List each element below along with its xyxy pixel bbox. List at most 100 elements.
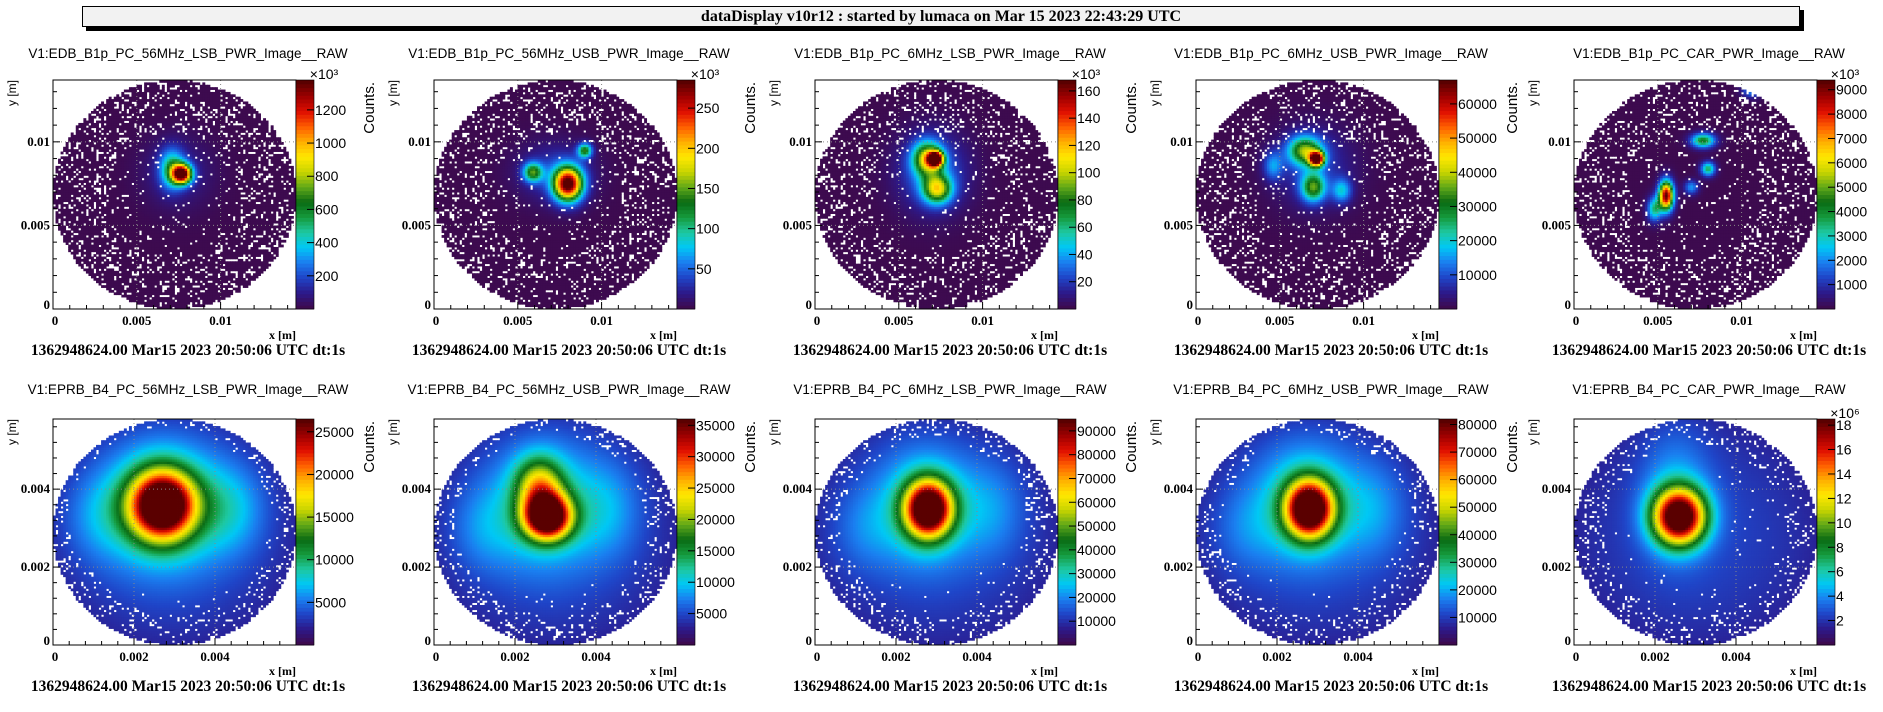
heatmap-cell xyxy=(109,173,112,176)
heatmap-cell xyxy=(261,166,264,169)
heatmap-cell xyxy=(212,154,215,157)
heatmap-cell xyxy=(147,233,150,236)
heatmap-cell xyxy=(240,249,243,252)
heatmap-cell xyxy=(180,171,183,174)
heatmap-cell xyxy=(218,283,221,286)
heatmap-cell xyxy=(154,299,157,302)
heatmap-cell xyxy=(190,249,193,252)
heatmap-cell xyxy=(261,183,264,186)
heatmap-cell xyxy=(177,283,180,286)
heatmap-cell xyxy=(149,230,152,233)
heatmap-cell xyxy=(286,195,289,198)
heatmap-cell xyxy=(96,230,99,233)
heatmap-cell xyxy=(114,271,117,274)
heatmap-cell xyxy=(131,214,134,217)
heatmap-cell xyxy=(131,137,134,140)
heatmap-cell xyxy=(182,235,185,238)
heatmap-cell xyxy=(169,259,172,262)
heatmap-cell xyxy=(121,237,124,240)
heatmap-cell xyxy=(116,221,119,224)
heatmap-cell xyxy=(250,159,253,162)
heatmap-cell xyxy=(248,137,251,140)
heatmap-cell xyxy=(245,206,248,209)
heatmap-cell xyxy=(129,264,132,267)
heatmap-cell xyxy=(190,163,193,166)
heatmap-cell xyxy=(116,218,119,221)
heatmap-cell xyxy=(177,187,180,190)
heatmap-cell xyxy=(200,226,203,229)
heatmap-cell xyxy=(218,190,221,193)
heatmap-cell xyxy=(177,161,180,164)
heatmap-cell xyxy=(197,221,200,224)
heatmap-cell xyxy=(73,163,76,166)
heatmap-cell xyxy=(276,195,279,198)
heatmap-cell xyxy=(157,171,160,174)
heatmap-cell xyxy=(144,257,147,260)
heatmap-cell xyxy=(142,197,145,200)
heatmap-cell xyxy=(101,171,104,174)
heatmap-cell xyxy=(187,178,190,181)
heatmap-cell xyxy=(126,149,129,152)
heatmap-cell xyxy=(185,175,188,178)
heatmap-cell xyxy=(111,261,114,264)
heatmap-cell xyxy=(177,137,180,140)
heatmap-cell xyxy=(167,183,170,186)
heatmap-cell xyxy=(154,185,157,188)
heatmap-cell xyxy=(169,135,172,138)
heatmap-cell xyxy=(240,202,243,205)
heatmap-cell xyxy=(139,237,142,240)
heatmap-cell xyxy=(225,187,228,190)
heatmap-cell xyxy=(200,266,203,269)
heatmap-cell xyxy=(225,278,228,281)
heatmap-cell xyxy=(283,166,286,169)
heatmap-cell xyxy=(159,178,162,181)
heatmap-cell xyxy=(144,144,147,147)
heatmap-cell xyxy=(245,264,248,267)
heatmap-cell xyxy=(215,230,218,233)
heatmap-cell xyxy=(253,183,256,186)
heatmap-cell xyxy=(126,247,129,250)
heatmap-cell xyxy=(116,257,119,260)
heatmap-cell xyxy=(124,197,127,200)
heatmap-cell xyxy=(258,271,261,274)
heatmap-cell xyxy=(235,233,238,236)
heatmap-cell xyxy=(78,195,81,198)
heatmap-cell xyxy=(88,264,91,267)
heatmap-cell xyxy=(250,218,253,221)
heatmap-cell xyxy=(101,206,104,209)
heatmap-cell xyxy=(164,199,167,202)
heatmap-cell xyxy=(172,152,175,155)
heatmap-cell xyxy=(172,168,175,171)
heatmap-cell xyxy=(96,249,99,252)
heatmap-cell xyxy=(96,233,99,236)
heatmap-cell xyxy=(167,261,170,264)
heatmap-cell xyxy=(111,271,114,274)
heatmap-cell xyxy=(243,221,246,224)
heatmap-cell xyxy=(261,195,264,198)
heatmap-cell xyxy=(169,163,172,166)
heatmap-cell xyxy=(177,257,180,260)
heatmap-cell xyxy=(195,218,198,221)
heatmap-cell xyxy=(215,195,218,198)
heatmap-cell xyxy=(278,233,281,236)
heatmap-cell xyxy=(258,187,261,190)
heatmap-cell xyxy=(197,197,200,200)
heatmap-cell xyxy=(195,199,198,202)
heatmap-cell xyxy=(238,190,241,193)
heatmap-cell xyxy=(233,156,236,159)
heatmap-cell xyxy=(212,185,215,188)
heatmap-cell xyxy=(177,266,180,269)
heatmap-cell xyxy=(215,152,218,155)
heatmap-cell xyxy=(66,242,69,245)
heatmap-cell xyxy=(190,171,193,174)
heatmap-cell xyxy=(101,135,104,138)
heatmap-cell xyxy=(164,137,167,140)
heatmap-cell xyxy=(169,168,172,171)
heatmap-cell xyxy=(182,290,185,293)
heatmap-cell xyxy=(139,259,142,262)
heatmap-cell xyxy=(129,216,132,219)
heatmap-cell xyxy=(131,202,134,205)
heatmap-cell xyxy=(167,147,170,150)
heatmap-cell xyxy=(215,240,218,243)
heatmap-cell xyxy=(263,268,266,271)
